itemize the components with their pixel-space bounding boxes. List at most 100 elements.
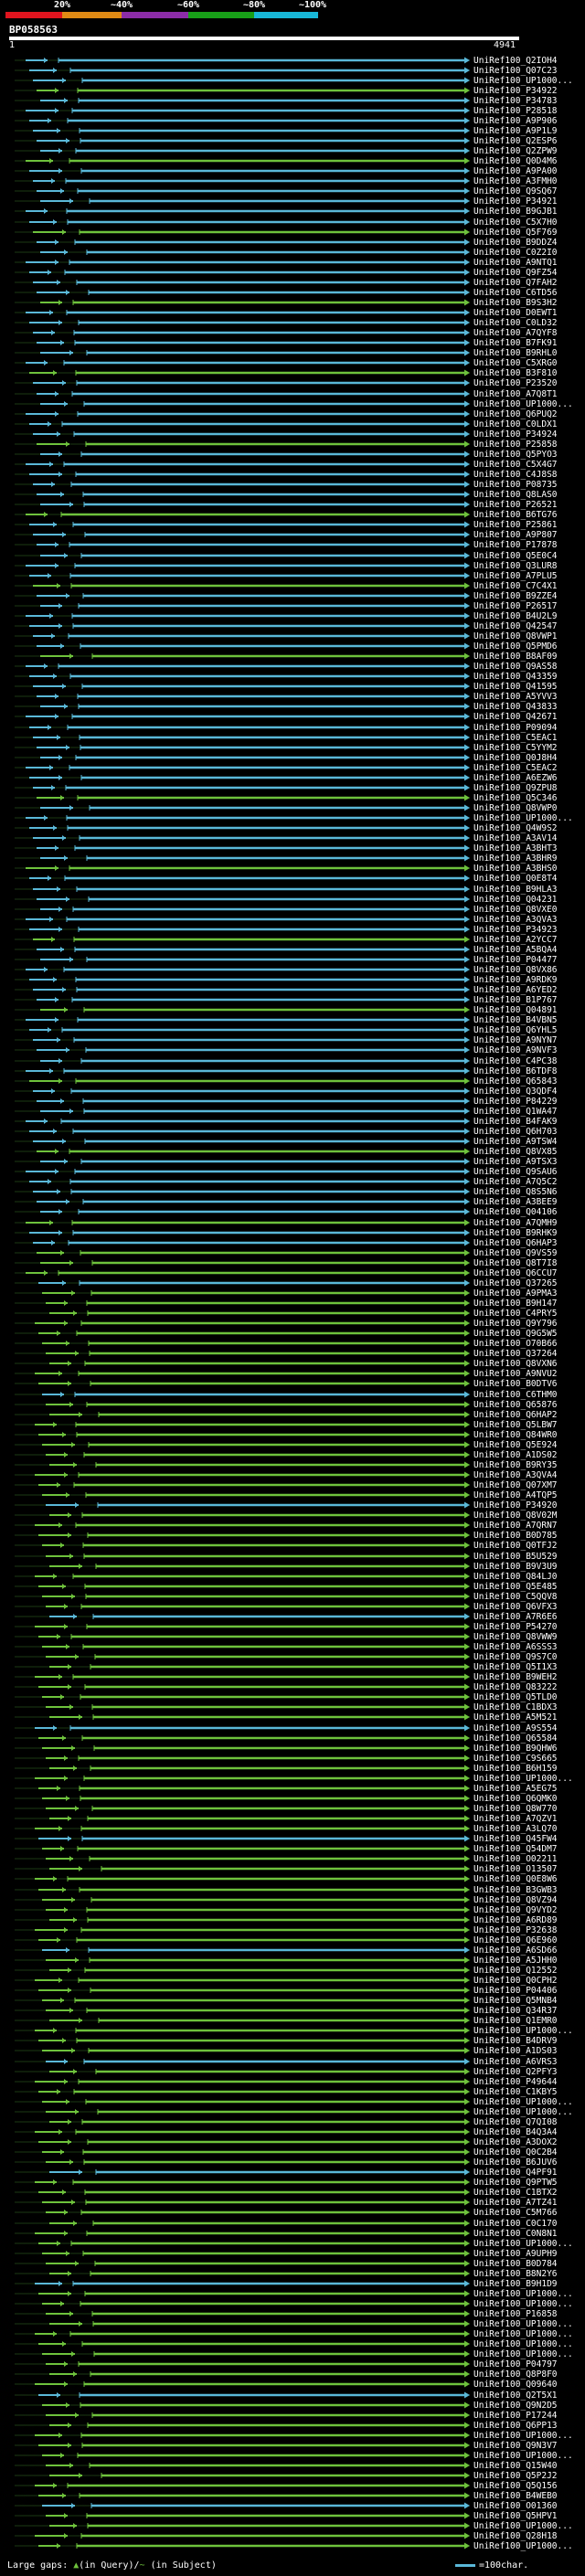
hit-label[interactable]: UniRef100_B4FAK9 <box>473 1117 558 1127</box>
hit-label[interactable]: UniRef100_C0LD32 <box>473 318 558 328</box>
hit-label[interactable]: UniRef100_Q41595 <box>473 682 558 692</box>
hit-label[interactable]: UniRef100_Q3QDF4 <box>473 1087 558 1097</box>
hit-label[interactable]: UniRef100_Q09640 <box>473 2380 558 2390</box>
hit-label[interactable]: UniRef100_Q0D4M6 <box>473 156 558 166</box>
hit-label[interactable]: UniRef100_C7C4X1 <box>473 581 558 591</box>
hit-label[interactable]: UniRef100_Q8VXN6 <box>473 1359 558 1369</box>
hit-label[interactable]: UniRef100_B9QHW6 <box>473 1744 558 1754</box>
hit-label[interactable]: UniRef100_B9HLA3 <box>473 885 558 895</box>
hit-label[interactable]: UniRef100_UP1000... <box>473 2107 573 2117</box>
hit-label[interactable]: UniRef100_B4WEB0 <box>473 2491 558 2501</box>
hit-label[interactable]: UniRef100_B8AF09 <box>473 652 558 662</box>
hit-label[interactable]: UniRef100_P23520 <box>473 378 558 388</box>
hit-label[interactable]: UniRef100_Q45FW4 <box>473 1834 558 1844</box>
hit-label[interactable]: UniRef100_P04406 <box>473 1986 558 1996</box>
hit-label[interactable]: UniRef100_P34924 <box>473 429 558 440</box>
hit-label[interactable]: UniRef100_Q9N2D5 <box>473 2401 558 2411</box>
hit-label[interactable]: UniRef100_A7QYF8 <box>473 328 558 338</box>
hit-label[interactable]: UniRef100_C4PC38 <box>473 1056 558 1066</box>
hit-label[interactable]: UniRef100_P34922 <box>473 86 558 96</box>
hit-label[interactable]: UniRef100_Q9G5W5 <box>473 1329 558 1339</box>
hit-label[interactable]: UniRef100_Q2PFY3 <box>473 2067 558 2077</box>
hit-label[interactable]: UniRef100_B4VBN5 <box>473 1015 558 1025</box>
hit-label[interactable]: UniRef100_B9RHK9 <box>473 1228 558 1238</box>
hit-label[interactable]: UniRef100_C6TD56 <box>473 288 558 298</box>
hit-label[interactable]: UniRef100_Q6YHL5 <box>473 1025 558 1035</box>
hit-label[interactable]: UniRef100_A9PA00 <box>473 166 558 176</box>
hit-label[interactable]: UniRef100_Q42671 <box>473 712 558 722</box>
hit-label[interactable]: UniRef100_A9P906 <box>473 116 558 126</box>
hit-label[interactable]: UniRef100_O01360 <box>473 2501 558 2511</box>
hit-label[interactable]: UniRef100_UP1000... <box>473 2299 573 2309</box>
hit-label[interactable]: UniRef100_C5M766 <box>473 2208 558 2218</box>
hit-label[interactable]: UniRef100_Q2T5X1 <box>473 2390 558 2401</box>
hit-label[interactable]: UniRef100_P26521 <box>473 500 558 510</box>
hit-label[interactable]: UniRef100_Q5E924 <box>473 1440 558 1450</box>
hit-label[interactable]: UniRef100_O13507 <box>473 1864 558 1874</box>
hit-label[interactable]: UniRef100_C5EAC2 <box>473 763 558 773</box>
hit-label[interactable]: UniRef100_A5M521 <box>473 1712 558 1723</box>
hit-label[interactable]: UniRef100_A3BHS0 <box>473 864 558 874</box>
hit-label[interactable]: UniRef100_A3QVA4 <box>473 1470 558 1480</box>
hit-label[interactable]: UniRef100_Q04106 <box>473 1207 558 1217</box>
hit-label[interactable]: UniRef100_UP1000... <box>473 2521 573 2531</box>
hit-label[interactable]: UniRef100_Q8VWW9 <box>473 1632 558 1642</box>
hit-label[interactable]: UniRef100_P84229 <box>473 1097 558 1107</box>
hit-label[interactable]: UniRef100_UP1000... <box>473 2026 573 2036</box>
hit-label[interactable]: UniRef100_C1BDX3 <box>473 1702 558 1712</box>
hit-label[interactable]: UniRef100_B4U2L9 <box>473 611 558 621</box>
hit-label[interactable]: UniRef100_Q9SAU6 <box>473 1167 558 1177</box>
hit-label[interactable]: UniRef100_B3F810 <box>473 368 558 378</box>
hit-label[interactable]: UniRef100_B9GJB1 <box>473 207 558 217</box>
hit-label[interactable]: UniRef100_C1BTX2 <box>473 2188 558 2198</box>
hit-label[interactable]: UniRef100_P08735 <box>473 480 558 490</box>
hit-label[interactable]: UniRef100_Q15W40 <box>473 2461 558 2471</box>
hit-label[interactable]: UniRef100_B9H1D9 <box>473 2279 558 2289</box>
hit-label[interactable]: UniRef100_P34783 <box>473 96 558 106</box>
hit-label[interactable]: UniRef100_A3BHR9 <box>473 853 558 864</box>
hit-label[interactable]: UniRef100_Q6HAP3 <box>473 1238 558 1248</box>
hit-label[interactable]: UniRef100_C5EAC1 <box>473 733 558 743</box>
hit-label[interactable]: UniRef100_C4J8S8 <box>473 470 558 480</box>
hit-label[interactable]: UniRef100_Q9ZPU8 <box>473 783 558 793</box>
hit-label[interactable]: UniRef100_Q04891 <box>473 1005 558 1015</box>
hit-label[interactable]: UniRef100_A3QVA3 <box>473 915 558 925</box>
hit-label[interactable]: UniRef100_Q6H703 <box>473 1127 558 1137</box>
hit-label[interactable]: UniRef100_B4Q3A4 <box>473 2127 558 2137</box>
hit-label[interactable]: UniRef100_P49644 <box>473 2077 558 2087</box>
hit-label[interactable]: UniRef100_Q37265 <box>473 1278 558 1288</box>
hit-label[interactable]: UniRef100_UP1000... <box>473 2097 573 2107</box>
hit-label[interactable]: UniRef100_A9S554 <box>473 1723 558 1733</box>
hit-label[interactable]: UniRef100_Q9SQ67 <box>473 186 558 196</box>
hit-label[interactable]: UniRef100_Q6HAP2 <box>473 1410 558 1420</box>
hit-label[interactable]: UniRef100_UP1000... <box>473 813 573 823</box>
hit-label[interactable]: UniRef100_Q2IOH4 <box>473 56 558 66</box>
hit-label[interactable]: UniRef100_P17878 <box>473 540 558 550</box>
hit-label[interactable]: UniRef100_A1DS02 <box>473 1450 558 1460</box>
hit-label[interactable]: UniRef100_Q0E8T4 <box>473 874 558 884</box>
hit-label[interactable]: UniRef100_A9RDK9 <box>473 975 558 985</box>
hit-label[interactable]: UniRef100_A7Q8T1 <box>473 389 558 399</box>
hit-label[interactable]: UniRef100_A5BQA4 <box>473 945 558 955</box>
hit-label[interactable]: UniRef100_Q5Q156 <box>473 2481 558 2491</box>
hit-label[interactable]: UniRef100_P34921 <box>473 196 558 207</box>
hit-label[interactable]: UniRef100_Q9S7C0 <box>473 1652 558 1662</box>
hit-label[interactable]: UniRef100_A3BEE9 <box>473 1197 558 1207</box>
hit-label[interactable]: UniRef100_B9H147 <box>473 1299 558 1309</box>
hit-label[interactable]: UniRef100_P04477 <box>473 955 558 965</box>
hit-label[interactable]: UniRef100_A7QRN7 <box>473 1521 558 1531</box>
hit-label[interactable]: UniRef100_A6VRS3 <box>473 2057 558 2067</box>
hit-label[interactable]: UniRef100_Q8VXE0 <box>473 905 558 915</box>
hit-label[interactable]: UniRef100_Q04231 <box>473 895 558 905</box>
hit-label[interactable]: UniRef100_UP1000... <box>473 76 573 86</box>
hit-label[interactable]: UniRef100_B5U529 <box>473 1552 558 1562</box>
hit-label[interactable]: UniRef100_A9NVF3 <box>473 1045 558 1055</box>
hit-label[interactable]: UniRef100_A3LQ70 <box>473 1824 558 1834</box>
hit-label[interactable]: UniRef100_Q8S5N6 <box>473 1187 558 1197</box>
hit-label[interactable]: UniRef100_Q5LBW7 <box>473 1420 558 1430</box>
hit-label[interactable]: UniRef100_A6YED2 <box>473 985 558 995</box>
hit-label[interactable]: UniRef100_D0EWT1 <box>473 308 558 318</box>
hit-label[interactable]: UniRef100_Q2ESP6 <box>473 136 558 146</box>
hit-label[interactable]: UniRef100_B6TDF8 <box>473 1066 558 1076</box>
hit-label[interactable]: UniRef100_Q84WR0 <box>473 1430 558 1440</box>
